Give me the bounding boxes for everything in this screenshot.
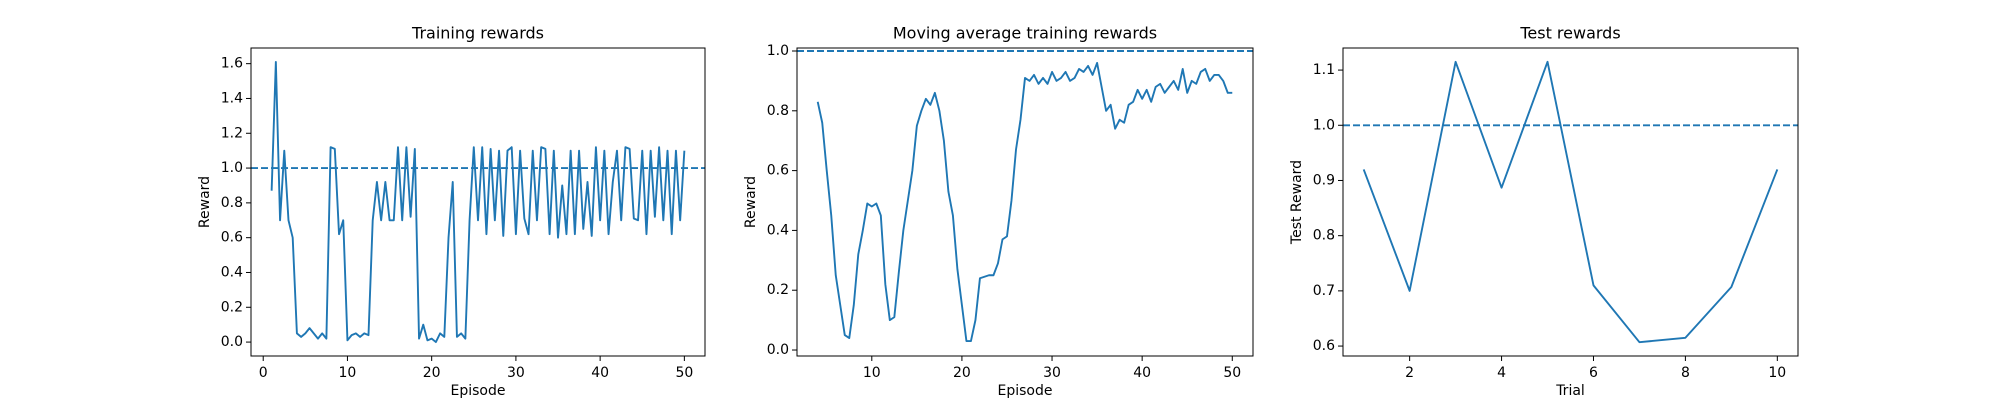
y-tick-label: 0.8 <box>1313 228 1335 244</box>
x-tick-label: 4 <box>1497 365 1506 381</box>
x-axis-label: Episode <box>998 383 1053 399</box>
y-tick-label: 0.8 <box>221 195 243 211</box>
x-tick-label: 10 <box>339 365 357 381</box>
y-tick-label: 0.6 <box>221 230 243 246</box>
y-tick-label: 0.9 <box>1313 172 1335 188</box>
y-tick-label: 1.6 <box>221 56 243 72</box>
x-tick-label: 2 <box>1405 365 1414 381</box>
x-tick-label: 50 <box>675 365 693 381</box>
axes-frame <box>250 47 706 357</box>
axes-frame <box>1342 47 1799 357</box>
subplot-title: Training rewards <box>411 24 544 43</box>
x-axis-label: Episode <box>451 383 506 399</box>
axes-frame <box>796 47 1254 357</box>
x-tick-label: 0 <box>259 365 268 381</box>
x-tick-label: 6 <box>1589 365 1598 381</box>
y-tick-label: 1.0 <box>1313 117 1335 133</box>
y-tick-label: 1.2 <box>221 125 243 141</box>
y-tick-label: 0.7 <box>1313 283 1335 299</box>
y-axis-label: Reward <box>197 176 213 228</box>
data-line <box>270 60 686 344</box>
subplot-title: Moving average training rewards <box>893 24 1157 43</box>
subplot: 10 20 30 40 50 0.0 0.2 0.4 0.6 0.8 1.0 Moving avera… <box>743 24 1254 399</box>
y-tick-label: 0.0 <box>767 342 789 358</box>
subplot: 2 4 6 8 10 0.6 0.7 0.8 0.9 1.0 1.1 Test rewards Tria… <box>1289 24 1799 399</box>
x-tick-label: 8 <box>1681 365 1690 381</box>
y-tick-label: 0.0 <box>221 334 243 350</box>
x-tick-label: 50 <box>1223 365 1241 381</box>
x-tick-label: 20 <box>953 365 971 381</box>
y-tick-label: 1.4 <box>221 90 243 106</box>
y-tick-label: 1.0 <box>221 160 243 176</box>
x-tick-label: 30 <box>507 365 525 381</box>
plot-area <box>797 50 1253 342</box>
y-axis-label: Test Reward <box>1289 160 1305 245</box>
plot-area <box>251 60 705 344</box>
data-line <box>816 62 1233 342</box>
subplot-title: Test rewards <box>1519 24 1620 43</box>
y-tick-label: 0.6 <box>767 163 789 179</box>
y-tick-label: 0.2 <box>767 282 789 298</box>
y-tick-label: 0.2 <box>221 299 243 315</box>
x-tick-label: 10 <box>1768 365 1786 381</box>
plot-area <box>1343 60 1798 344</box>
x-tick-label: 40 <box>1133 365 1151 381</box>
y-tick-label: 0.4 <box>767 222 789 238</box>
data-line <box>1362 60 1779 344</box>
x-tick-label: 30 <box>1043 365 1061 381</box>
x-tick-label: 40 <box>591 365 609 381</box>
y-tick-label: 0.4 <box>221 264 243 280</box>
x-tick-label: 20 <box>423 365 441 381</box>
y-axis-label: Reward <box>743 176 759 228</box>
x-tick-label: 10 <box>863 365 881 381</box>
subplot: 0 10 20 30 40 50 0.0 0.2 0.4 0.6 0.8 1.0 1.2 1.4 1.6 Tr… <box>197 24 706 399</box>
y-tick-label: 0.6 <box>1313 338 1335 354</box>
y-tick-label: 1.0 <box>767 43 789 59</box>
x-axis-label: Trial <box>1555 383 1585 399</box>
y-tick-label: 0.8 <box>767 103 789 119</box>
y-tick-label: 1.1 <box>1313 62 1335 78</box>
